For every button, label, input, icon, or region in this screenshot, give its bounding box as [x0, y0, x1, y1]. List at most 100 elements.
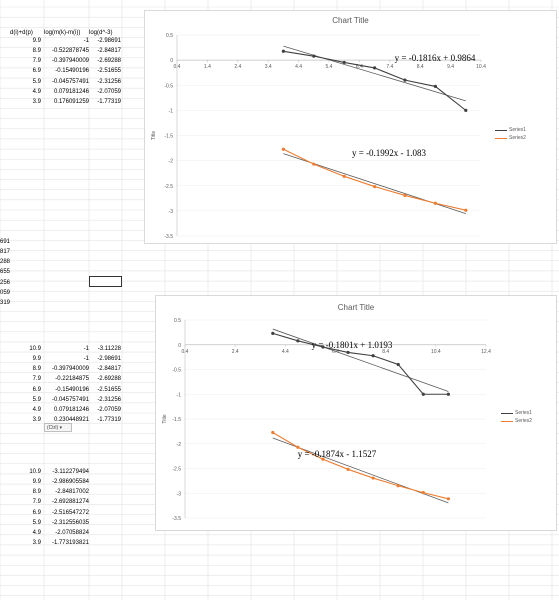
x-tick-label: 8.4	[417, 64, 424, 70]
series1-point	[433, 84, 437, 88]
table-cell: 3.9	[32, 540, 41, 547]
table-cell: -2.07059	[97, 88, 121, 95]
x-tick-label: 3.4	[265, 64, 272, 70]
chart-1-plot: 0.5 0 -0.5 -1 -1.5 -2 -2.5 -3 -3.5 0.4 1.4 2.4 3.4 4.…	[151, 33, 486, 240]
x-tick-label: 4.4	[295, 64, 302, 70]
x-tick-label: 8.4	[382, 349, 389, 355]
table-cell: -1	[83, 346, 89, 352]
table-cell: -2.31256	[97, 78, 121, 85]
table-cell: 5.9	[32, 519, 41, 526]
series1-point	[342, 60, 346, 65]
table-cell: -2.98691	[97, 38, 121, 44]
y-tick-label: 0	[170, 58, 173, 64]
table-cell: -3.11228	[97, 346, 121, 352]
table-cell: 7.9	[32, 376, 41, 383]
table-cell: -0.15490196	[55, 68, 89, 75]
series2-point	[433, 201, 437, 205]
x-tick-label: 12.4	[481, 349, 491, 355]
table-cell: 4.9	[32, 529, 41, 536]
column-header-cell: log(d^-3)	[89, 30, 113, 36]
series2-point	[321, 457, 325, 461]
legend-series2-label: Series2	[509, 135, 526, 141]
table-cell: -3.112279494	[52, 469, 89, 475]
chart-2[interactable]: 0.50-0.5-1-1.5-2-2.5-3-3.50.42.44.46.48.…	[155, 295, 557, 531]
series1-point	[346, 350, 350, 355]
series2-line	[283, 148, 466, 211]
table-cell: 10.9	[29, 469, 41, 475]
table-cell: 8.9	[32, 489, 41, 496]
table-cell: -0.522878745	[51, 48, 89, 55]
x-tick-label: 10.4	[431, 349, 441, 355]
x-tick-label: 9.4	[447, 64, 454, 70]
y-tick-label: -2	[169, 159, 174, 165]
x-tick-label: 0.4	[182, 349, 189, 355]
series2-point	[464, 208, 468, 212]
column-header-cell: log(m(k)-m(i))	[44, 30, 81, 36]
trendline-equation: y = -0.1874x - 1.1527	[298, 449, 377, 459]
table-cell: -2.07058824	[55, 529, 89, 536]
chart-2-title: Chart Title	[337, 303, 375, 312]
table-cell: 5.9	[32, 396, 41, 403]
x-tick-label: 0.4	[174, 64, 181, 70]
table-cell: -0.045757491	[51, 78, 89, 85]
series1-point	[321, 345, 325, 349]
table-cell: -2.07059	[97, 406, 121, 413]
table-cell: 0.079181246	[53, 88, 89, 95]
y-tick-label: -2.5	[172, 467, 181, 473]
y-tick-label: -1.5	[172, 417, 181, 423]
table-cell: 10.9	[29, 346, 41, 352]
table-cell: 5.9	[32, 78, 41, 85]
y-tick-label: -2	[177, 442, 182, 448]
x-tick-label: 5.4	[326, 64, 333, 70]
series1-point	[373, 66, 377, 70]
series1-line	[272, 332, 449, 395]
table-cell: 6.9	[32, 509, 41, 516]
selected-cell[interactable]	[89, 276, 122, 287]
table-cell: -0.15490196	[55, 386, 89, 393]
trendline-equation: y = -0.1992x - 1.083	[352, 148, 427, 158]
table-cell: 6.9	[32, 386, 41, 393]
series1-point	[396, 362, 400, 367]
table-cell: 9.9	[32, 356, 41, 363]
series2-line	[272, 432, 449, 500]
x-tick-label: 2.4	[234, 64, 241, 70]
y-tick-label: -3.5	[172, 516, 181, 522]
table-cell: -2.69288	[97, 58, 121, 65]
table-cell: -2.98691	[97, 356, 121, 363]
chart-1[interactable]: 0.5 0 -0.5 -1 -1.5 -2 -2.5 -3 -3.5 0.4 1.4 2.4 3.4 4.…	[144, 10, 557, 244]
table-cell: -1.77319	[97, 98, 121, 105]
table-cell: 0.176091259	[53, 98, 89, 105]
series1-point	[271, 331, 275, 335]
table-cell: 9.9	[32, 479, 41, 486]
legend-series1: Series1	[495, 126, 526, 134]
legend-series1: Series1	[501, 409, 532, 417]
legend-series1-label: Series1	[509, 127, 526, 133]
y-axis-title: Title	[162, 414, 168, 423]
table-cell: -2.31256	[97, 396, 121, 403]
series2-point	[281, 147, 285, 151]
table-cell: 6.9	[32, 68, 41, 75]
x-tick-label: 2.4	[232, 349, 239, 355]
series1-point	[403, 78, 407, 82]
table-cell: -0.045757491	[51, 396, 89, 403]
paste-options-button[interactable]: (Ctrl) ▾	[44, 423, 72, 432]
series1-point	[371, 354, 375, 358]
series2-point	[446, 497, 450, 501]
legend-series2: Series2	[495, 134, 526, 142]
table-cell: -0.397940009	[51, 58, 89, 65]
series1-point	[312, 54, 316, 58]
series1-point	[421, 392, 425, 396]
table-cell: 7.9	[32, 58, 41, 65]
table-cell: 8.9	[32, 48, 41, 55]
table-cell: -2.84817	[97, 48, 121, 55]
table-cell: -2.516547272	[51, 509, 89, 516]
legend-series1-label: Series1	[515, 410, 532, 416]
table-cell: -1.77319	[97, 417, 121, 424]
y-tick-label: -1	[169, 108, 174, 114]
table-cell: 3.9	[32, 98, 41, 105]
table-cell: -2.84817	[97, 366, 121, 373]
table-cell: 0.230448921	[53, 417, 89, 424]
x-tick-label: 7.4	[386, 64, 393, 70]
table-cell: 7.9	[32, 499, 41, 506]
trendline-equation: y = -0.1801x + 1.0193	[312, 340, 393, 350]
